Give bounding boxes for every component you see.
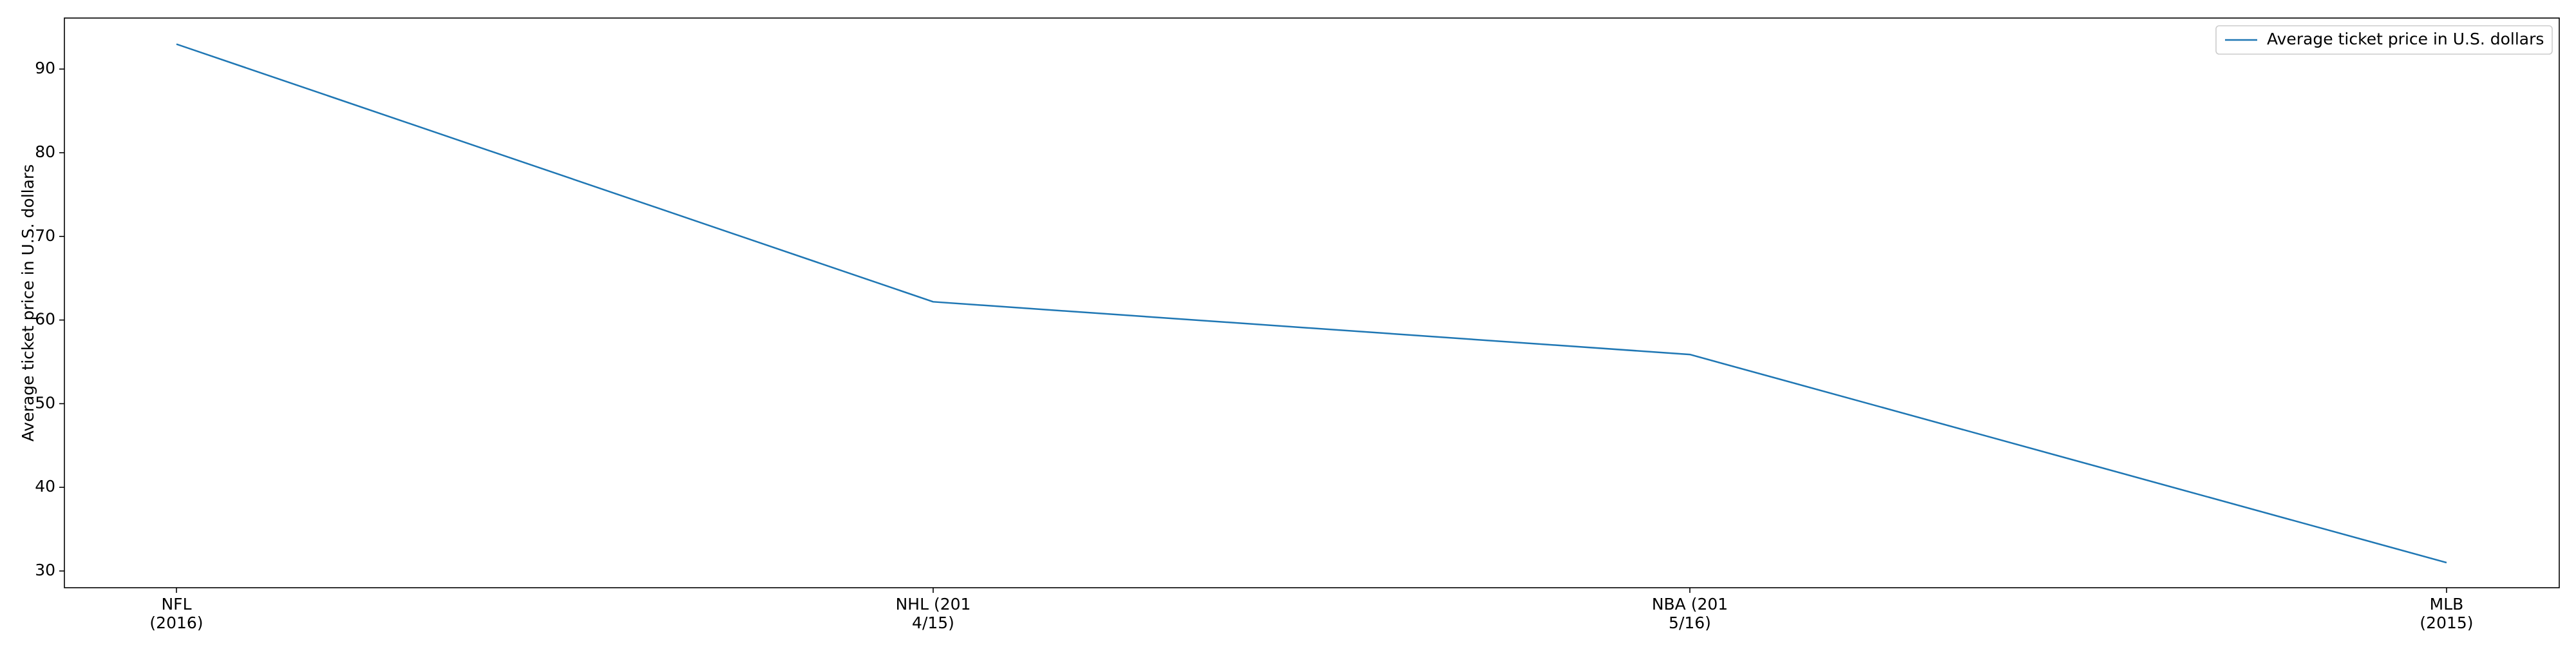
- x-tick-label-line: NHL (201: [896, 595, 971, 613]
- x-tick-label-line: (2015): [2420, 613, 2473, 632]
- legend: Average ticket price in U.S. dollars: [2216, 26, 2552, 54]
- x-tick-label: NFL(2016): [149, 595, 203, 632]
- y-tick-label: 40: [35, 477, 55, 496]
- y-tick-label: 90: [35, 59, 55, 77]
- x-tick-label-line: 4/15): [912, 613, 954, 632]
- x-tick-label-line: NFL: [161, 595, 191, 613]
- x-tick-label-line: (2016): [149, 613, 203, 632]
- y-tick-label: 60: [35, 310, 55, 329]
- plot-area: [64, 18, 2559, 588]
- y-tick-label: 50: [35, 393, 55, 412]
- x-tick-label-line: 5/16): [1669, 613, 1711, 632]
- x-tick-label-line: NBA (201: [1652, 595, 1728, 613]
- y-axis: 30 40 50 60 70 80 90: [35, 59, 64, 579]
- y-tick-label: 80: [35, 142, 55, 161]
- legend-label: Average ticket price in U.S. dollars: [2267, 30, 2544, 48]
- y-tick-label: 70: [35, 226, 55, 245]
- x-tick-label-line: MLB: [2430, 595, 2464, 613]
- y-axis-label: Average ticket price in U.S. dollars: [19, 164, 37, 441]
- y-tick-label: 30: [35, 561, 55, 579]
- x-tick-label: MLB(2015): [2420, 595, 2473, 632]
